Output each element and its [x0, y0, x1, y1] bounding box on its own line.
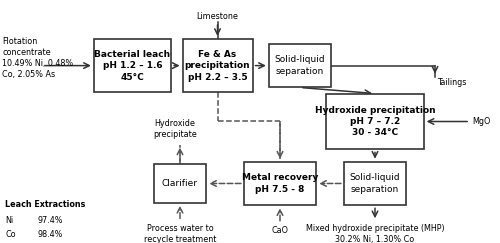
Text: Limestone: Limestone	[196, 12, 238, 21]
FancyBboxPatch shape	[94, 39, 171, 92]
Text: 98.4%: 98.4%	[38, 230, 63, 239]
Text: Ni: Ni	[5, 216, 13, 225]
Text: Mixed hydroxide precipitate (MHP)
30.2% Ni, 1.30% Co: Mixed hydroxide precipitate (MHP) 30.2% …	[306, 224, 444, 243]
FancyBboxPatch shape	[244, 162, 316, 205]
Text: Hydroxide precipitation
pH 7 – 7.2
30 - 34°C: Hydroxide precipitation pH 7 – 7.2 30 - …	[314, 105, 436, 138]
Text: CaO: CaO	[272, 226, 288, 235]
Text: MgO: MgO	[472, 117, 491, 126]
Text: Leach Extractions: Leach Extractions	[5, 200, 86, 209]
Text: Metal recovery
pH 7.5 - 8: Metal recovery pH 7.5 - 8	[242, 173, 318, 194]
Text: Flotation
concentrate
10.49% Ni, 0.48%
Co, 2.05% As: Flotation concentrate 10.49% Ni, 0.48% C…	[2, 37, 74, 79]
Text: Clarifier: Clarifier	[162, 179, 198, 188]
Text: Solid-liquid
separation: Solid-liquid separation	[350, 173, 401, 194]
Text: Fe & As
precipitation
pH 2.2 – 3.5: Fe & As precipitation pH 2.2 – 3.5	[184, 50, 250, 82]
Text: Bacterial leach
pH 1.2 – 1.6
45°C: Bacterial leach pH 1.2 – 1.6 45°C	[94, 50, 170, 82]
Text: Hydroxide
precipitate: Hydroxide precipitate	[153, 119, 197, 139]
Text: Tailings: Tailings	[438, 78, 467, 87]
Text: Co: Co	[5, 230, 15, 239]
Text: Solid-liquid
separation: Solid-liquid separation	[274, 55, 326, 76]
FancyBboxPatch shape	[182, 39, 252, 92]
FancyBboxPatch shape	[344, 162, 406, 205]
Text: Process water to
recycle treatment: Process water to recycle treatment	[144, 224, 216, 243]
FancyBboxPatch shape	[154, 164, 206, 203]
FancyBboxPatch shape	[326, 94, 424, 149]
FancyBboxPatch shape	[269, 44, 331, 87]
Text: 97.4%: 97.4%	[38, 216, 63, 225]
